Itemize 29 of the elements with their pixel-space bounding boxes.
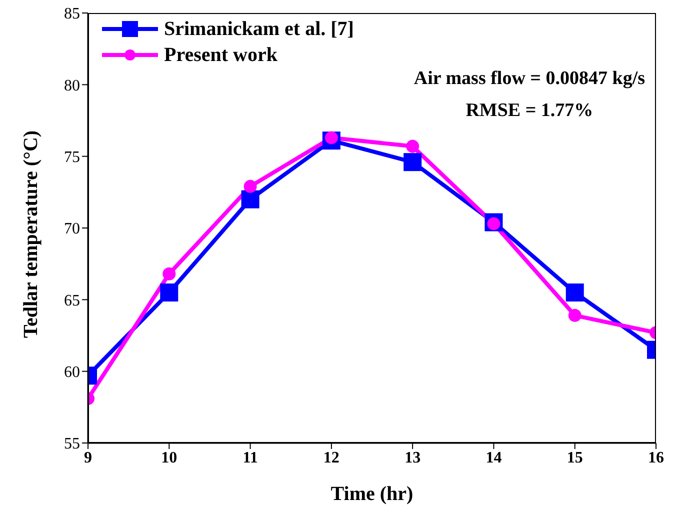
x-tick-label: 10	[161, 449, 178, 466]
x-tick-label: 12	[323, 449, 340, 466]
x-tick-label: 9	[84, 449, 92, 466]
y-tick-label: 70	[64, 220, 80, 238]
annotation: Air mass flow = 0.00847 kg/s	[414, 68, 645, 90]
point	[244, 180, 257, 193]
point	[568, 308, 582, 322]
point	[566, 284, 584, 302]
y-tick-label: 60	[64, 364, 80, 382]
y-tick-label: 85	[64, 6, 80, 23]
point	[406, 140, 420, 153]
legend-label: Srimanickam et al. [7]	[164, 18, 354, 40]
point	[404, 153, 422, 172]
annotation: RMSE = 1.77%	[464, 100, 594, 122]
y-axis-title: Tedlar temperature (°C)	[20, 130, 42, 338]
x-tick-label: 16	[648, 449, 664, 466]
point	[162, 267, 176, 280]
legend-label: Present work	[164, 44, 278, 66]
x-tick-label: 15	[566, 449, 583, 466]
x-tick-label: 14	[486, 449, 502, 466]
point	[241, 190, 260, 208]
x-tick-label: 11	[242, 449, 258, 466]
y-tick-label: 55	[64, 436, 80, 453]
y-tick-label: 75	[64, 149, 80, 166]
y-tick-label: 65	[64, 292, 80, 310]
x-tick-label: 13	[404, 449, 421, 466]
y-tick-label: 80	[64, 77, 80, 94]
x-axis-title: Time (hr)	[330, 483, 414, 505]
point	[160, 284, 178, 302]
